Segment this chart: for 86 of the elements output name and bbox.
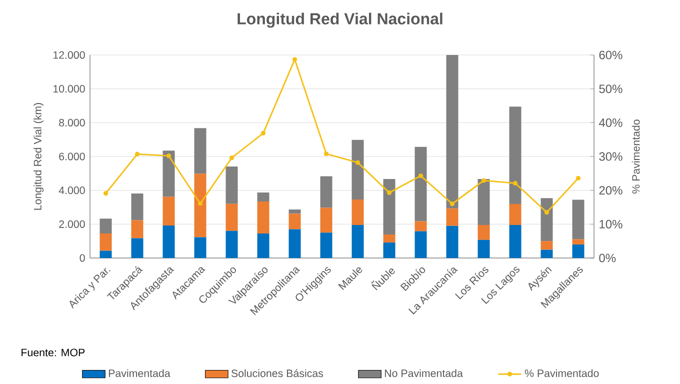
point [166, 153, 172, 158]
point [355, 160, 360, 165]
point [292, 56, 298, 62]
point [450, 201, 455, 206]
bar [288, 209, 301, 214]
bar [352, 199, 364, 225]
legend-label: No Pavimentada [384, 369, 463, 377]
bar [414, 146, 427, 222]
point [134, 152, 140, 156]
y-tick-label: 4.000 [58, 186, 85, 194]
bar [162, 225, 175, 258]
bar [383, 178, 396, 234]
bar [383, 242, 396, 258]
y2-tick-label: 60% [599, 50, 622, 60]
bar [540, 250, 553, 258]
bar [446, 226, 458, 258]
bar [162, 150, 175, 197]
bar [352, 224, 364, 258]
point [198, 201, 203, 206]
point [386, 190, 392, 195]
bar [572, 239, 584, 244]
bar [288, 214, 301, 230]
bar [572, 200, 584, 240]
y2-tick-label: 10% [600, 220, 622, 228]
bar [320, 232, 332, 258]
bar [162, 196, 175, 226]
point [544, 210, 550, 214]
point [481, 178, 486, 183]
bar [446, 54, 458, 208]
bar [383, 234, 396, 242]
bar [100, 218, 112, 234]
bar [540, 198, 553, 241]
bar [540, 240, 553, 250]
y-tick-label: 6.000 [59, 152, 85, 160]
y-tick-label: 2.000 [59, 220, 85, 228]
bar [131, 220, 144, 238]
bar [478, 178, 490, 225]
bar [320, 176, 332, 208]
bar [131, 238, 144, 258]
bar [194, 174, 206, 238]
bar [352, 140, 364, 200]
y-tick-label: 12.000 [53, 51, 85, 59]
bar [478, 224, 490, 240]
y2-tick-label: 40% [598, 118, 622, 127]
source-note: Fuente: MOP [22, 348, 85, 356]
bar [446, 208, 458, 226]
bar [226, 204, 238, 231]
bar [100, 233, 112, 251]
bar [131, 193, 144, 220]
bar [257, 192, 270, 202]
bar [509, 106, 522, 204]
y-tick-label: 10.000 [53, 84, 85, 92]
bar [572, 244, 584, 258]
legend-label: Soluciones Básicas [231, 368, 324, 377]
y-axis-title: Longitud Red Vial (km) [34, 102, 44, 210]
point [260, 130, 266, 136]
bar [257, 233, 270, 258]
point [103, 190, 108, 196]
bar [100, 250, 112, 258]
point [512, 180, 518, 186]
bar [288, 229, 301, 258]
point [418, 173, 424, 178]
legend-label: Pavimentada [108, 369, 170, 377]
bar [194, 237, 206, 258]
bar [194, 128, 206, 174]
y2-tick-label: 20% [599, 186, 622, 194]
y-tick-label: 8.000 [59, 118, 85, 126]
bar [509, 204, 522, 225]
y2-tick-label: 30% [599, 152, 622, 161]
bar [226, 230, 238, 258]
point [576, 176, 581, 180]
chart-title: Longitud Red Vial Nacional [238, 12, 442, 28]
bar [414, 231, 427, 258]
y2-tick-label: 0% [599, 254, 616, 262]
bar [414, 221, 427, 232]
point [229, 155, 234, 160]
bar [509, 224, 522, 258]
bar [226, 166, 238, 204]
y-tick-label: 0 [80, 254, 85, 262]
point [324, 151, 329, 156]
bar [257, 201, 270, 234]
y2-axis-title: % Pavimentado [632, 119, 640, 194]
y2-tick-label: 50% [599, 84, 622, 93]
bar [320, 208, 332, 232]
bar [478, 240, 490, 258]
legend-label: % Pavimentado [524, 369, 599, 377]
